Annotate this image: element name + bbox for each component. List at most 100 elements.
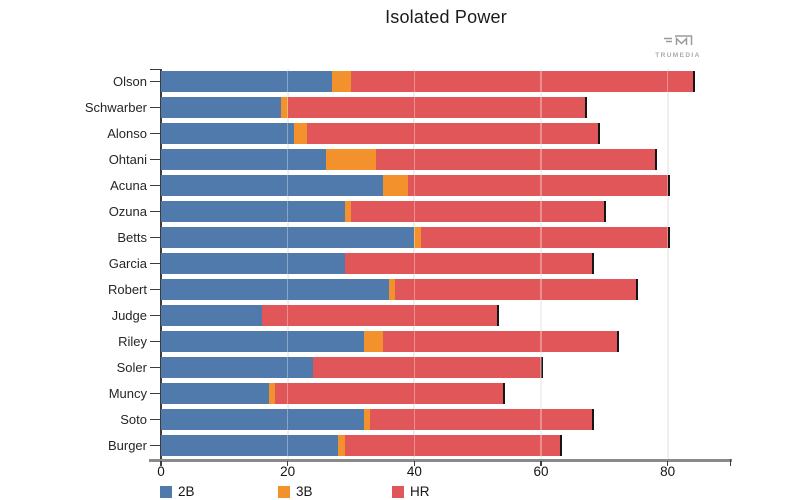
legend-label-2b: 2B: [178, 484, 195, 499]
bar-alonso[interactable]: [161, 123, 600, 144]
x-axis-tick-label: 0: [157, 464, 165, 479]
y-axis-tick: [150, 340, 160, 343]
bar-olson[interactable]: [161, 71, 695, 92]
grid-line: [666, 69, 669, 459]
y-axis-label-soto: Soto: [120, 412, 147, 427]
bar-segment-2b[interactable]: [161, 71, 332, 92]
bar-segment-3b[interactable]: [344, 201, 351, 222]
legend-swatch-3b: [278, 485, 290, 498]
bar-betts[interactable]: [161, 227, 670, 248]
bar-segment-hr[interactable]: [262, 305, 497, 326]
y-axis-tick: [150, 80, 160, 83]
bar-segment-3b[interactable]: [294, 123, 307, 144]
bar-segment-3b[interactable]: [363, 331, 383, 352]
bar-segment-hr[interactable]: [306, 123, 598, 144]
y-axis-label-muncy: Muncy: [108, 386, 147, 401]
bar-segment-2b[interactable]: [161, 175, 383, 196]
bar-segment-hr[interactable]: [344, 253, 592, 274]
y-axis-label-acuna: Acuna: [110, 178, 147, 193]
bar-segment-3b[interactable]: [382, 175, 408, 196]
bar-segment-3b[interactable]: [332, 71, 351, 92]
bar-segment-3b[interactable]: [281, 97, 288, 118]
bar-soto[interactable]: [161, 409, 594, 430]
bar-acuna[interactable]: [161, 175, 670, 196]
bar-segment-hr[interactable]: [313, 357, 541, 378]
y-axis-label-soler: Soler: [116, 360, 147, 375]
bar-row: [161, 71, 695, 92]
bar-segment-2b[interactable]: [161, 123, 294, 144]
bar-judge[interactable]: [161, 305, 499, 326]
bar-segment-2b[interactable]: [161, 435, 339, 456]
legend-item-hr[interactable]: HR: [392, 484, 430, 499]
bar-segment-3b[interactable]: [363, 409, 370, 430]
y-axis-tick: [150, 288, 160, 291]
y-axis-label-robert: Robert: [107, 282, 147, 297]
bar-row: [161, 123, 600, 144]
grid-line-overlay: [666, 69, 669, 459]
bar-segment-2b[interactable]: [161, 201, 345, 222]
bar-segment-hr[interactable]: [351, 71, 693, 92]
bar-segment-2b[interactable]: [161, 305, 263, 326]
x-axis-tick: [666, 461, 669, 466]
y-axis-label-burger: Burger: [107, 438, 147, 453]
y-axis-tick: [150, 392, 160, 395]
x-axis-tick: [160, 461, 162, 466]
bar-segment-2b[interactable]: [161, 409, 364, 430]
bar-garcia[interactable]: [161, 253, 594, 274]
trumedia-logo-text: TRUMEDIA: [655, 52, 701, 59]
bar-segment-2b[interactable]: [161, 331, 364, 352]
y-axis-tick: [150, 262, 160, 265]
x-axis-line: [149, 459, 732, 462]
bar-segment-3b[interactable]: [389, 279, 396, 300]
grid-line-overlay: [540, 69, 542, 459]
bar-riley[interactable]: [161, 331, 619, 352]
bar-muncy[interactable]: [161, 383, 505, 404]
legend-label-hr: HR: [410, 484, 430, 499]
y-axis-tick: [150, 210, 160, 213]
bar-segment-3b[interactable]: [268, 383, 275, 404]
bar-segment-hr[interactable]: [382, 331, 617, 352]
bar-segment-hr[interactable]: [344, 435, 560, 456]
y-axis-tick: [150, 444, 160, 447]
bar-row: [161, 253, 594, 274]
trumedia-brand: TRUMEDIA: [646, 33, 710, 59]
y-axis-tick: [150, 418, 160, 421]
legend-label-3b: 3B: [296, 484, 313, 499]
bar-segment-hr[interactable]: [395, 279, 636, 300]
bar-ohtani[interactable]: [161, 149, 657, 170]
bar-segment-2b[interactable]: [161, 97, 282, 118]
bar-segment-hr[interactable]: [274, 383, 503, 404]
bar-burger[interactable]: [161, 435, 562, 456]
bar-segment-hr[interactable]: [420, 227, 668, 248]
bar-segment-2b[interactable]: [161, 253, 345, 274]
bar-segment-2b[interactable]: [161, 149, 326, 170]
bar-soler[interactable]: [161, 357, 543, 378]
bar-segment-hr[interactable]: [376, 149, 655, 170]
bar-ozuna[interactable]: [161, 201, 607, 222]
bar-segment-2b[interactable]: [161, 279, 389, 300]
y-axis-tick: [150, 106, 160, 109]
bar-robert[interactable]: [161, 279, 638, 300]
bar-row: [161, 435, 562, 456]
y-axis-label-ohtani: Ohtani: [108, 152, 147, 167]
legend-item-2b[interactable]: 2B: [160, 484, 195, 499]
bar-segment-hr[interactable]: [350, 201, 605, 222]
bar-segment-2b[interactable]: [161, 383, 269, 404]
bar-row: [161, 357, 543, 378]
bar-segment-hr[interactable]: [369, 409, 592, 430]
bar-segment-3b[interactable]: [414, 227, 421, 248]
bar-segment-hr[interactable]: [407, 175, 668, 196]
bar-segment-2b[interactable]: [161, 357, 313, 378]
bar-segment-3b[interactable]: [338, 435, 345, 456]
bar-segment-hr[interactable]: [287, 97, 586, 118]
y-axis-tick: [150, 184, 160, 187]
legend-item-3b[interactable]: 3B: [278, 484, 313, 499]
bar-segment-3b[interactable]: [325, 149, 377, 170]
y-axis-label-schwarber: Schwarber: [84, 100, 147, 115]
bar-schwarber[interactable]: [161, 97, 588, 118]
bar-segment-2b[interactable]: [161, 227, 415, 248]
y-axis-tick: [150, 236, 160, 239]
y-axis-top-tick: [150, 68, 161, 70]
trumedia-logo-icon: [664, 35, 693, 45]
